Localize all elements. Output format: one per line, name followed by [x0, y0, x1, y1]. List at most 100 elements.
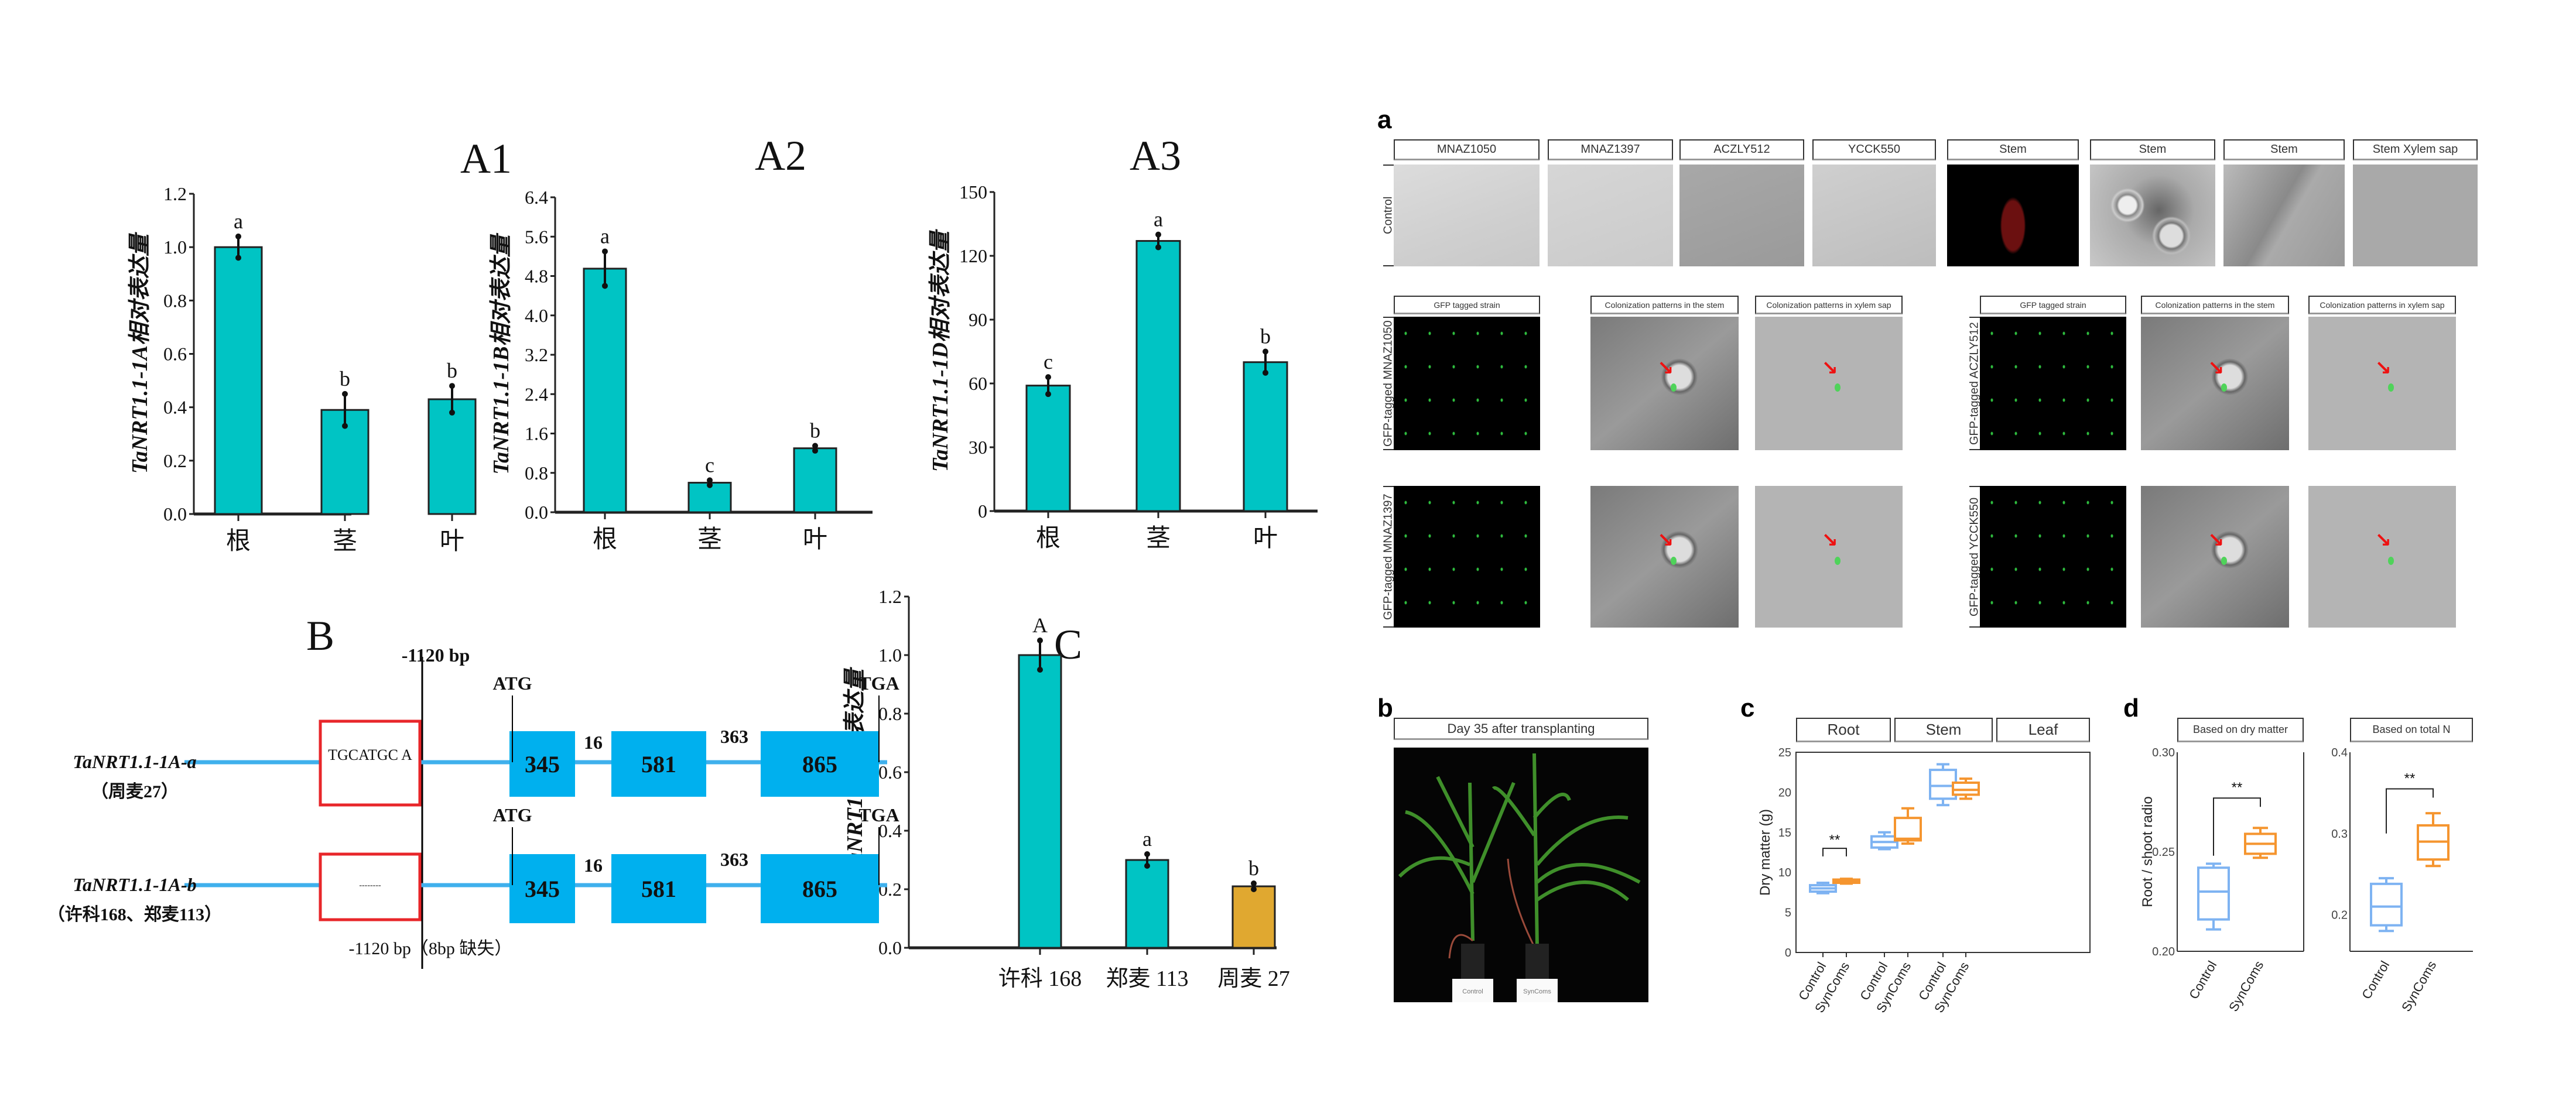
- error-cap: [235, 233, 241, 239]
- column-header: MNAZ1397: [1548, 139, 1673, 160]
- gfp-cell-marker: [1670, 557, 1677, 565]
- significance-letter: a: [234, 210, 243, 233]
- error-cap: [812, 447, 818, 454]
- gfp-fluorescence-image: [1394, 486, 1540, 628]
- strain-row-label: GFP-tagged ACZLY512: [1969, 317, 1981, 450]
- gfp-cell-marker: [2221, 383, 2227, 392]
- y-tick-label: 0.4: [878, 820, 902, 841]
- column-header: Stem: [2090, 139, 2215, 160]
- red-arrow-icon: ↘: [1821, 357, 1838, 381]
- x-tick-label: SynComs: [2226, 958, 2266, 1014]
- exon-1: [611, 731, 706, 797]
- promoter-variant-box: [319, 719, 422, 807]
- column-header: YCCK550: [1812, 139, 1936, 160]
- y-tick-label: 0.25: [2152, 846, 2175, 859]
- exon-length: 345: [525, 751, 560, 777]
- x-tick-label: SynComs: [2399, 958, 2439, 1014]
- x-tick-label: 茎: [333, 528, 357, 555]
- variety-names: （许科168、郑麦113）: [47, 904, 222, 924]
- y-tick-label: 0.2: [878, 879, 902, 900]
- facet-strip-root: Root: [1796, 718, 1891, 742]
- bar-1: [1135, 240, 1181, 512]
- gfp-cell-marker: [2388, 557, 2394, 565]
- y-tick-label: 4.0: [525, 305, 548, 326]
- stem-colonization-image: ↘: [1590, 486, 1739, 628]
- gfp-cell-marker: [2388, 383, 2394, 392]
- gene-structure-diagram: B -1120 bp -1120 bp（8bp 缺失） TGCATGC A TaNRT1…: [47, 612, 899, 969]
- pot-label-control: Control: [1462, 988, 1483, 995]
- y-tick-label: 0.2: [2331, 909, 2348, 922]
- facet-strip-1: Based on total N: [2350, 718, 2473, 742]
- bar-0: [1025, 385, 1071, 512]
- stop-codon-label: TGA: [858, 804, 899, 825]
- significance-letter: a: [1154, 208, 1163, 231]
- panel-label-d: d: [2123, 694, 2139, 722]
- error-cap: [707, 482, 713, 488]
- strain-row-label: GFP-tagged MNAZ1050: [1383, 317, 1395, 450]
- exon-0: [509, 854, 575, 923]
- column-header: Colonization patterns in xylem sap: [2308, 296, 2456, 314]
- bar-2: [1231, 885, 1276, 949]
- error-cap: [1263, 348, 1268, 355]
- promoter-sequence: TGCATGC A: [328, 746, 412, 763]
- exon-length: 345: [525, 876, 560, 902]
- x-tick-label: 根: [226, 528, 251, 555]
- control-micrograph: [1947, 165, 2079, 266]
- facet-strip-leaf: Leaf: [1996, 718, 2090, 742]
- column-header: Stem: [2223, 139, 2345, 160]
- red-arrow-icon: ↘: [1821, 528, 1838, 552]
- y-tick-label: 0.8: [878, 703, 902, 724]
- exon-2: [761, 731, 879, 797]
- y-tick-label: 0.6: [878, 762, 902, 783]
- gfp-cell-marker: [1670, 383, 1677, 392]
- y-axis-label: Root / shoot radio: [2140, 796, 2156, 907]
- panel-label-a: a: [1377, 105, 1392, 134]
- y-tick-label: 5.6: [525, 226, 548, 247]
- y-tick-label: 0.0: [525, 502, 548, 523]
- intron-length: 16: [584, 855, 603, 876]
- maize-plants-image: Control SynComs: [1398, 753, 1641, 1002]
- error-cap: [1251, 880, 1257, 886]
- column-header: Colonization patterns in xylem sap: [1755, 296, 1903, 314]
- photo-header: Day 35 after transplanting: [1394, 718, 1648, 740]
- exon-2: [761, 854, 879, 923]
- stem-colonization-image: ↘: [1590, 317, 1739, 450]
- pot-label-syncoms: SynComs: [1523, 988, 1551, 995]
- box: [2370, 882, 2403, 927]
- strain-row-label: GFP-tagged YCCK550: [1969, 486, 1981, 628]
- significance-letter: a: [1142, 827, 1152, 851]
- x-tick-label: 叶: [803, 526, 827, 553]
- gfp-cell-marker: [2221, 557, 2227, 565]
- xylem-sap-image: ↘: [2308, 486, 2456, 628]
- red-arrow-icon: ↘: [2207, 528, 2225, 552]
- start-codon-label: ATG: [493, 673, 532, 694]
- column-header: Colonization patterns in the stem: [2141, 296, 2289, 314]
- plant-photo: Control SynComs: [1394, 748, 1648, 1002]
- y-axis-label: TaNRT1.1-1B相对表达量: [489, 232, 514, 474]
- bar-1: [1125, 859, 1169, 949]
- intron-length: 363: [720, 726, 748, 747]
- significance-letter: b: [1248, 856, 1259, 880]
- box: [1894, 817, 1922, 842]
- y-tick-label: 0.30: [2152, 746, 2175, 759]
- error-cap: [342, 423, 348, 429]
- gfp-cell-marker: [1835, 383, 1841, 392]
- row-label-control: Control: [1383, 165, 1395, 266]
- significance-letter: A: [1032, 614, 1048, 637]
- y-tick-label: 1.2: [878, 586, 902, 607]
- error-cap: [1144, 851, 1150, 857]
- column-header: Colonization patterns in the stem: [1590, 296, 1739, 314]
- y-tick-label: 1.2: [163, 183, 187, 204]
- column-header: Stem: [1947, 139, 2079, 160]
- column-header: GFP tagged strain: [1394, 296, 1540, 314]
- red-arrow-icon: ↘: [2375, 528, 2392, 552]
- column-header: MNAZ1050: [1394, 139, 1540, 160]
- xylem-sap-image: ↘: [1755, 486, 1903, 628]
- y-tick-label: 5: [1785, 907, 1791, 920]
- y-tick-label: 15: [1778, 827, 1791, 839]
- column-header: Stem Xylem sap: [2353, 139, 2478, 160]
- box: [2197, 866, 2230, 921]
